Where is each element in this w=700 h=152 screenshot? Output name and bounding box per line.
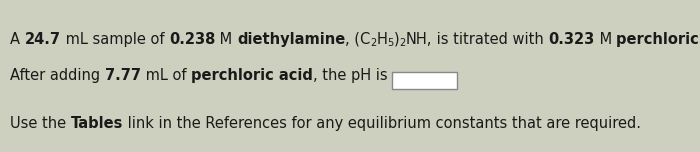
Text: mL sample of: mL sample of — [61, 32, 169, 47]
Text: 2: 2 — [400, 38, 405, 48]
Text: M: M — [594, 32, 617, 47]
Text: 7.77: 7.77 — [105, 68, 141, 83]
Text: diethylamine: diethylamine — [237, 32, 345, 47]
Text: Use the: Use the — [10, 116, 71, 131]
Text: M: M — [215, 32, 237, 47]
Text: 0.238: 0.238 — [169, 32, 215, 47]
Text: ): ) — [393, 32, 400, 47]
Text: mL of: mL of — [141, 68, 191, 83]
Text: Tables: Tables — [71, 116, 123, 131]
Text: , (C: , (C — [345, 32, 370, 47]
Text: perchloric acid: perchloric acid — [191, 68, 313, 83]
Text: NH,: NH, — [405, 32, 432, 47]
Bar — [392, 72, 457, 89]
Text: 2: 2 — [370, 38, 377, 48]
Text: , the pH is: , the pH is — [313, 68, 392, 83]
Text: A: A — [10, 32, 25, 47]
Text: After adding: After adding — [10, 68, 105, 83]
Text: 5: 5 — [388, 38, 393, 48]
Text: 24.7: 24.7 — [25, 32, 61, 47]
Text: H: H — [377, 32, 388, 47]
Text: is titrated with: is titrated with — [432, 32, 548, 47]
Text: link in the References for any equilibrium constants that are required.: link in the References for any equilibri… — [123, 116, 641, 131]
Text: 0.323: 0.323 — [548, 32, 594, 47]
Text: perchloric acid: perchloric acid — [617, 32, 700, 47]
